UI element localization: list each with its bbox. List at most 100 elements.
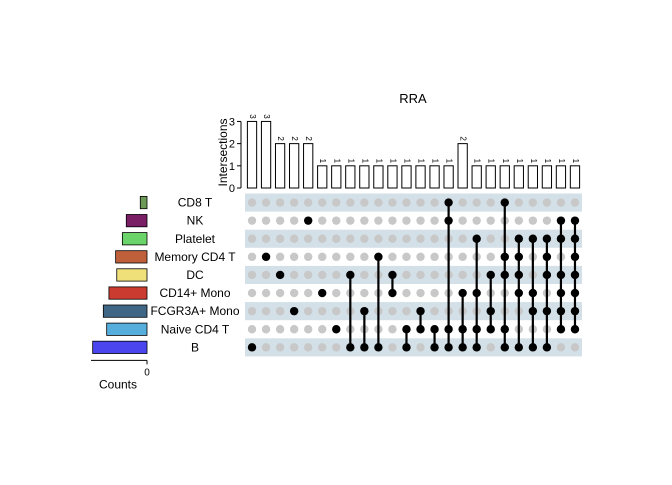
matrix-dot-active	[570, 325, 580, 334]
matrix-dot-inactive	[303, 198, 313, 207]
matrix-dot-active	[346, 270, 355, 280]
matrix-dot-active	[528, 288, 538, 298]
matrix-stripe	[245, 338, 582, 357]
matrix-dot-active	[542, 343, 552, 352]
matrix-dot-inactive	[458, 234, 467, 243]
matrix-dot-inactive	[416, 252, 425, 262]
set-size-bar	[121, 232, 148, 246]
matrix-dot-inactive	[303, 270, 313, 280]
matrix-dot-active	[570, 288, 580, 298]
matrix-dot-active	[402, 325, 411, 334]
set-size-bar	[116, 268, 148, 282]
matrix-dot-inactive	[416, 288, 425, 298]
matrix-dot-inactive	[458, 216, 467, 225]
intersection-count-label: 1	[346, 159, 355, 164]
matrix-dot-inactive	[332, 306, 341, 316]
matrix-dot-inactive	[261, 216, 271, 225]
matrix-dot-inactive	[402, 216, 411, 225]
matrix-dot-inactive	[275, 216, 285, 225]
matrix-dot-inactive	[247, 198, 257, 207]
matrix-dot-inactive	[556, 343, 566, 352]
matrix-dot-inactive	[275, 325, 285, 334]
intersection-bar	[246, 120, 258, 189]
matrix-dot-inactive	[346, 198, 355, 207]
matrix-dot-active	[528, 234, 538, 243]
matrix-dot-inactive	[332, 288, 341, 298]
matrix-dot-inactive	[486, 216, 495, 225]
matrix-stripe	[245, 229, 582, 248]
intersection-bar	[513, 165, 524, 189]
matrix-dot-inactive	[374, 198, 383, 207]
intersection-count-label: 1	[318, 159, 327, 164]
matrix-dot-inactive	[261, 198, 271, 207]
matrix-dot-inactive	[402, 306, 411, 316]
intersection-count-label: 1	[557, 159, 566, 164]
matrix-dot-inactive	[430, 270, 439, 280]
set-size-bars: 0 Counts	[91, 195, 150, 391]
y-tick-label: 1	[229, 161, 235, 173]
matrix-dot-inactive	[528, 198, 538, 207]
matrix-dot-inactive	[388, 325, 397, 334]
matrix-dot-active	[360, 343, 369, 352]
intersection-count-label: 1	[473, 159, 482, 164]
matrix-dot-inactive	[360, 234, 369, 243]
matrix-dot-inactive	[486, 234, 495, 243]
intersection-bar	[260, 120, 272, 189]
matrix-dot-inactive	[528, 216, 538, 225]
set-size-bar	[108, 286, 148, 300]
intersection-count-label: 2	[290, 136, 299, 141]
matrix-dot-active	[402, 343, 411, 352]
matrix-stripe	[245, 193, 582, 212]
matrix-stripe	[245, 302, 582, 321]
set-size-axis-label: Counts	[99, 377, 137, 391]
matrix-dot-inactive	[416, 343, 425, 352]
matrix-dot-inactive	[360, 270, 369, 280]
intersection-bar	[569, 165, 581, 189]
intersection-count-label: 1	[543, 159, 552, 164]
matrix-dot-inactive	[402, 288, 411, 298]
matrix-dot-active	[458, 343, 467, 352]
matrix-dot-inactive	[275, 343, 285, 352]
matrix-dot-active	[430, 343, 439, 352]
set-label: DC	[186, 268, 204, 282]
matrix-dot-active	[275, 270, 285, 280]
matrix-dot-active	[472, 234, 481, 243]
matrix-dot-active	[514, 252, 524, 262]
intersection-bar	[317, 165, 328, 189]
matrix-dot-active	[570, 270, 580, 280]
set-label: FCGR3A+ Mono	[150, 304, 239, 318]
intersection-bar	[527, 165, 538, 189]
matrix-dot-inactive	[416, 216, 425, 225]
matrix-dot-inactive	[289, 288, 299, 298]
matrix-dot-active	[388, 270, 397, 280]
intersection-count-label: 1	[417, 159, 426, 164]
matrix-dot-active	[472, 343, 481, 352]
matrix-dot-active	[514, 343, 524, 352]
matrix-dot-inactive	[289, 343, 299, 352]
matrix-dot-inactive	[275, 252, 285, 262]
intersection-count-label: 1	[445, 159, 454, 164]
intersection-count-label: 1	[332, 159, 341, 164]
intersection-bar	[541, 165, 553, 189]
intersection-count-label: 1	[402, 159, 411, 164]
matrix-dot-active	[332, 325, 341, 334]
matrix-dot-inactive	[289, 270, 299, 280]
matrix-dot-inactive	[332, 252, 341, 262]
matrix-dot-active	[528, 343, 538, 352]
matrix-dot-active	[528, 306, 538, 316]
matrix-dot-active	[486, 325, 495, 334]
matrix-dot-inactive	[430, 252, 439, 262]
matrix-dot-inactive	[416, 198, 425, 207]
matrix-dot-active	[500, 252, 509, 262]
matrix-dot-active	[472, 288, 481, 298]
matrix-dot-inactive	[416, 234, 425, 243]
matrix-dot-inactive	[388, 252, 397, 262]
intersection-count-label: 1	[431, 159, 440, 164]
chart-title: RRA	[399, 91, 427, 106]
matrix-dot-inactive	[388, 216, 397, 225]
matrix-dot-inactive	[247, 252, 257, 262]
matrix-dot-active	[486, 270, 495, 280]
matrix-dot-inactive	[261, 306, 271, 316]
matrix-dot-inactive	[303, 234, 313, 243]
